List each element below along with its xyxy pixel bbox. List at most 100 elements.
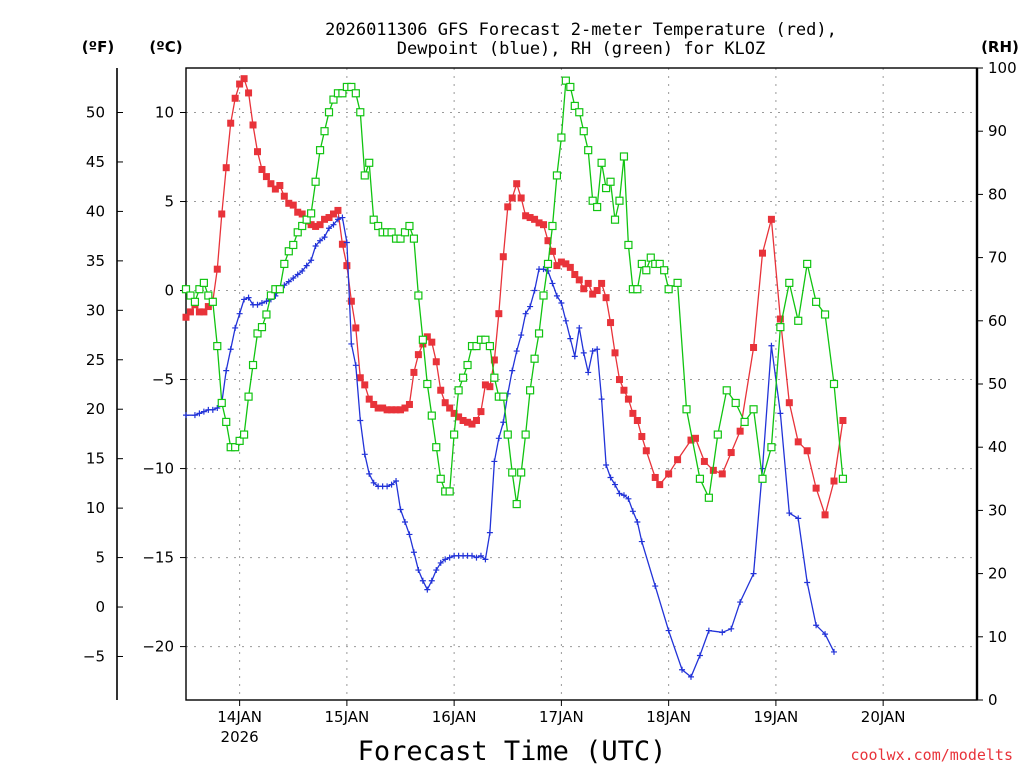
rh-marker bbox=[646, 253, 655, 262]
dewpoint-marker bbox=[719, 629, 726, 636]
temperature-marker bbox=[607, 319, 615, 327]
dewpoint-marker bbox=[254, 301, 261, 308]
rh-marker bbox=[588, 196, 597, 205]
dewpoint-marker bbox=[370, 479, 377, 486]
rh-marker bbox=[526, 386, 535, 395]
temperature-marker bbox=[531, 215, 539, 223]
rh-marker bbox=[566, 82, 575, 92]
fahrenheit-tick-label: 50 bbox=[86, 104, 105, 122]
rh-marker bbox=[360, 171, 369, 180]
temperature-marker bbox=[307, 221, 315, 229]
rh-marker bbox=[829, 379, 839, 389]
temperature-marker bbox=[615, 376, 623, 384]
rh-marker bbox=[204, 291, 213, 300]
celsius-tick-label: 10 bbox=[155, 104, 174, 122]
rh-marker bbox=[338, 89, 347, 98]
temperature-marker bbox=[495, 310, 503, 318]
rh-marker bbox=[298, 221, 307, 231]
rh-marker bbox=[637, 259, 646, 269]
rh-marker bbox=[481, 335, 490, 344]
rh-marker bbox=[275, 285, 284, 294]
rh-marker bbox=[704, 493, 713, 502]
dewpoint-marker bbox=[326, 225, 333, 232]
temperature-marker bbox=[767, 215, 775, 223]
temperature-marker bbox=[785, 399, 793, 407]
temperature-marker bbox=[334, 206, 342, 214]
temperature-marker bbox=[736, 427, 744, 435]
dewpoint-marker bbox=[567, 335, 574, 342]
temperature-marker bbox=[513, 180, 521, 188]
temperature-marker bbox=[316, 221, 324, 229]
dewpoint-marker bbox=[531, 287, 538, 294]
temperature-marker bbox=[776, 315, 784, 323]
dewpoint-marker bbox=[634, 518, 641, 525]
rh-marker bbox=[329, 95, 338, 104]
celsius-tick-label: 0 bbox=[164, 282, 174, 300]
temperature-marker bbox=[839, 416, 847, 424]
rh-marker bbox=[512, 499, 521, 509]
x-tick-sublabel: 2026 bbox=[221, 728, 259, 746]
temperature-marker bbox=[195, 308, 203, 316]
dewpoint-marker bbox=[214, 405, 221, 412]
celsius-tick-label: −5 bbox=[152, 371, 174, 389]
temperature-marker bbox=[423, 333, 431, 341]
rh-marker bbox=[584, 146, 593, 155]
dewpoint-marker bbox=[665, 627, 672, 634]
dewpoint-marker bbox=[705, 627, 712, 634]
temperature-marker bbox=[504, 203, 512, 211]
x-tick-label: 18JAN bbox=[646, 708, 691, 726]
dewpoint-marker bbox=[509, 367, 516, 374]
dewpoint-marker bbox=[696, 652, 703, 659]
fahrenheit-tick-label: 5 bbox=[95, 549, 105, 567]
temperature-marker bbox=[428, 338, 436, 346]
rh-marker bbox=[722, 386, 731, 395]
chart-gridlines bbox=[186, 68, 977, 700]
rh-marker bbox=[222, 417, 231, 427]
temperature-marker bbox=[365, 395, 373, 403]
dewpoint-marker bbox=[236, 310, 243, 317]
rh-marker bbox=[289, 240, 298, 250]
dewpoint-marker bbox=[223, 367, 230, 374]
temperature-marker bbox=[397, 406, 405, 414]
temperature-marker bbox=[227, 119, 235, 127]
rh-marker bbox=[244, 392, 253, 401]
temperature-marker bbox=[352, 324, 360, 332]
celsius-tick-label: −15 bbox=[142, 549, 174, 567]
rh-marker bbox=[414, 291, 423, 300]
dewpoint-marker bbox=[527, 303, 534, 310]
dewpoint-marker bbox=[191, 412, 198, 419]
temperature-marker bbox=[200, 308, 208, 316]
rh-tick-label: 100 bbox=[988, 59, 1017, 77]
dewpoint-marker bbox=[612, 481, 619, 488]
rh-marker bbox=[597, 158, 606, 167]
x-tick-label: 16JAN bbox=[432, 708, 477, 726]
fahrenheit-tick-label: 0 bbox=[95, 598, 105, 616]
dewpoint-marker bbox=[227, 346, 234, 353]
temperature-marker bbox=[544, 237, 552, 245]
rh-marker bbox=[400, 228, 410, 237]
rh-marker bbox=[539, 291, 548, 300]
rh-marker bbox=[682, 405, 691, 414]
temperature-marker bbox=[455, 413, 463, 421]
temperature-marker bbox=[312, 222, 320, 230]
dewpoint-marker bbox=[303, 262, 310, 269]
rh-tick-label: 90 bbox=[988, 122, 1007, 140]
rh-marker bbox=[758, 474, 767, 483]
dewpoint-marker bbox=[603, 462, 610, 469]
dewpoint-marker bbox=[679, 666, 686, 673]
rh-marker bbox=[253, 329, 262, 338]
dewpoint-marker bbox=[361, 451, 368, 458]
temperature-marker bbox=[254, 148, 262, 156]
dewpoint-marker bbox=[804, 579, 811, 586]
celsius-tick-label: −10 bbox=[142, 460, 174, 478]
rh-marker bbox=[248, 360, 258, 370]
dewpoint-marker bbox=[330, 221, 337, 228]
rh-marker bbox=[655, 259, 664, 269]
temperature-marker bbox=[691, 434, 699, 442]
dewpoint-marker bbox=[737, 599, 744, 606]
rh-marker bbox=[311, 177, 320, 186]
chart-series bbox=[181, 75, 848, 680]
temperature-series bbox=[182, 75, 847, 519]
rh-marker bbox=[409, 234, 419, 243]
rh-marker bbox=[490, 373, 499, 382]
